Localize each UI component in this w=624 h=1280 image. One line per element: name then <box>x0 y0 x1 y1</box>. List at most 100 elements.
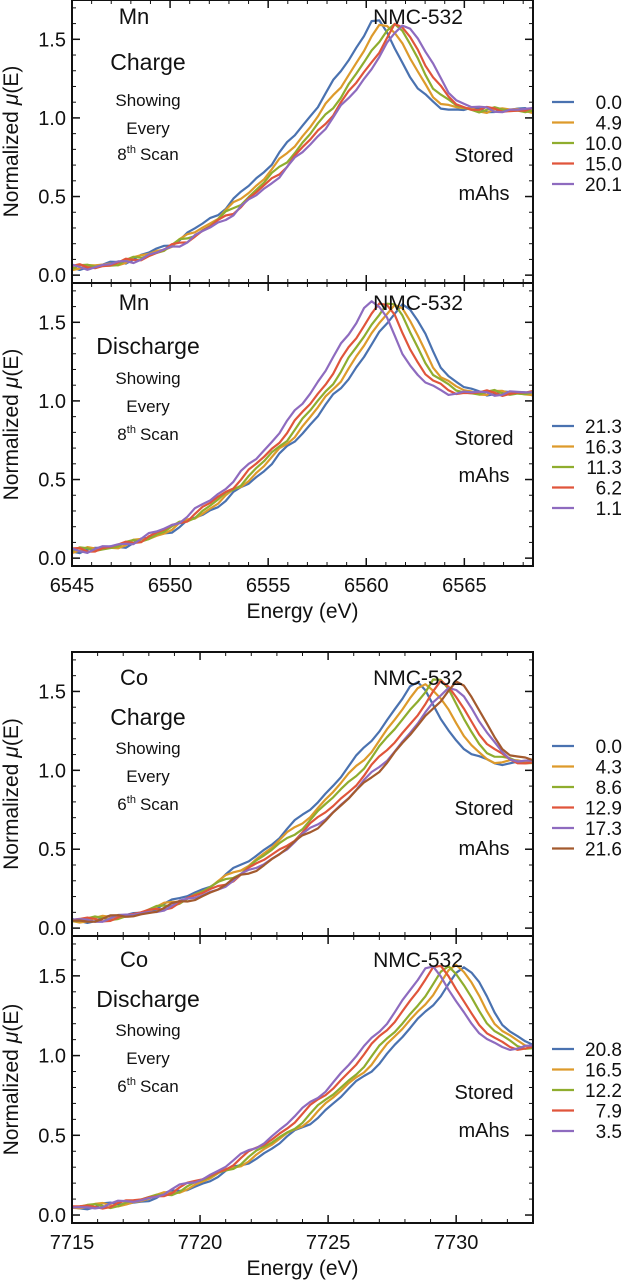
x-tick-label: 6550 <box>148 575 193 597</box>
y-label-prefix: Normalized <box>0 394 23 500</box>
x-tick-label: 6555 <box>246 575 291 597</box>
x-tick-label: 7725 <box>306 1232 351 1254</box>
series-line-0-0 <box>72 19 533 271</box>
panel-co-charge: 0.0 0.5 1.0 1.5 Normalized μ(E) Co Charge Showin… <box>0 651 622 940</box>
scan-label: 8th Scan <box>117 144 178 164</box>
every-label: Every <box>126 397 170 416</box>
stored-label: Stored <box>455 145 514 167</box>
legend: 21.316.311.36.21.1 <box>552 417 622 520</box>
series-line-1-1 <box>72 300 533 555</box>
scan-label: 6th Scan <box>117 1076 178 1096</box>
element-label: Mn <box>119 4 150 29</box>
scan-number: 8 <box>117 145 126 164</box>
y-label-suffix: (E) <box>0 349 23 377</box>
y-tick-label: 0.5 <box>38 470 66 492</box>
y-tick-label: 1.5 <box>38 29 66 51</box>
every-label: Every <box>126 767 170 786</box>
mode-label: Discharge <box>96 986 200 1012</box>
scan-number: 6 <box>117 795 126 814</box>
legend-label: 21.3 <box>585 417 622 438</box>
scan-ordinal: th <box>127 144 136 156</box>
legend-label: 0.0 <box>596 93 622 114</box>
series-group <box>72 963 533 1211</box>
legend-label: 8.6 <box>596 778 622 799</box>
y-label-mu: μ <box>0 376 23 389</box>
scan-ordinal: th <box>127 1076 136 1088</box>
scan-label: 8th Scan <box>117 424 178 444</box>
mode-label: Charge <box>110 704 185 730</box>
y-tick-label: 1.5 <box>38 966 66 988</box>
legend-label: 12.9 <box>585 799 622 820</box>
y-label-suffix: (E) <box>0 66 23 94</box>
y-tick-label: 0.5 <box>38 187 66 209</box>
series-line-11-3 <box>72 302 533 553</box>
scan-number: 8 <box>117 425 126 444</box>
legend-label: 15.0 <box>585 155 622 176</box>
scan-word: Scan <box>140 1077 179 1096</box>
legend-label: 16.5 <box>585 1061 622 1082</box>
legend-label: 16.3 <box>585 438 622 459</box>
legend-label: 4.3 <box>596 758 622 779</box>
material-label: NMC-532 <box>373 667 463 690</box>
y-label-mu: μ <box>0 746 23 759</box>
y-tick-label: 1.0 <box>38 108 66 130</box>
mode-label: Discharge <box>96 333 200 359</box>
legend: 0.04.38.612.917.321.6 <box>552 737 622 861</box>
every-label: Every <box>126 1049 170 1068</box>
material-label: NMC-532 <box>373 292 463 315</box>
panel-co-discharge: 0.0 0.5 1.0 1.5 7715 7720 7725 7730 Energy (eV) N… <box>0 935 622 1280</box>
element-label: Co <box>120 947 148 972</box>
y-label-suffix: (E) <box>0 1004 23 1032</box>
showing-label: Showing <box>115 1021 180 1040</box>
series-line-20-1 <box>72 24 533 271</box>
y-tick-label: 0.5 <box>38 839 66 861</box>
y-tick-label: 0.0 <box>38 918 66 940</box>
x-axis-label: Energy (eV) <box>246 1257 358 1280</box>
legend-label: 17.3 <box>585 819 622 840</box>
y-axis-label: Normalized μ(E) <box>0 66 23 218</box>
y-tick-label: 1.0 <box>38 1046 66 1068</box>
legend-label: 11.3 <box>586 458 622 479</box>
material-label: NMC-532 <box>373 949 463 972</box>
x-tick-label: 7730 <box>434 1232 479 1254</box>
y-tick-label: 1.5 <box>38 312 66 334</box>
legend-label: 10.0 <box>585 134 622 155</box>
legend-label: 20.8 <box>585 1040 622 1061</box>
series-group <box>72 678 533 925</box>
legend-label: 3.5 <box>596 1122 622 1143</box>
scan-word: Scan <box>140 425 179 444</box>
y-axis-label: Normalized μ(E) <box>0 1004 23 1156</box>
series-line-21-6 <box>72 680 533 923</box>
x-tick-label: 6560 <box>344 575 389 597</box>
x-tick-label: 6545 <box>50 575 95 597</box>
scan-label: 6th Scan <box>117 794 178 814</box>
y-axis-label: Normalized μ(E) <box>0 349 23 501</box>
series-group <box>72 19 533 272</box>
y-label-prefix: Normalized <box>0 1049 23 1155</box>
y-axis-label: Normalized μ(E) <box>0 718 23 870</box>
plot-frame <box>71 651 534 937</box>
y-tick-label: 1.0 <box>38 760 66 782</box>
showing-label: Showing <box>115 369 180 388</box>
material-label: NMC-532 <box>373 6 463 29</box>
every-label: Every <box>126 119 170 138</box>
legend: 20.816.512.27.93.5 <box>552 1040 622 1143</box>
showing-label: Showing <box>115 739 180 758</box>
y-tick-label: 0.0 <box>38 265 66 287</box>
y-label-suffix: (E) <box>0 718 23 746</box>
y-tick-label: 1.0 <box>38 391 66 413</box>
element-label: Co <box>120 665 148 690</box>
y-tick-label: 0.0 <box>38 548 66 570</box>
y-label-mu: μ <box>0 1031 23 1044</box>
legend-label: 7.9 <box>596 1102 622 1123</box>
series-line-17-3 <box>72 686 533 923</box>
scan-word: Scan <box>140 145 179 164</box>
x-tick-label: 7720 <box>178 1232 223 1254</box>
x-axis-label: Energy (eV) <box>246 600 358 623</box>
legend-label: 12.2 <box>585 1081 622 1102</box>
legend-label: 6.2 <box>596 479 622 500</box>
y-label-prefix: Normalized <box>0 111 23 217</box>
mahs-label: mAhs <box>458 465 509 487</box>
mode-label: Charge <box>110 49 185 75</box>
x-tick-label: 7715 <box>50 1232 95 1254</box>
